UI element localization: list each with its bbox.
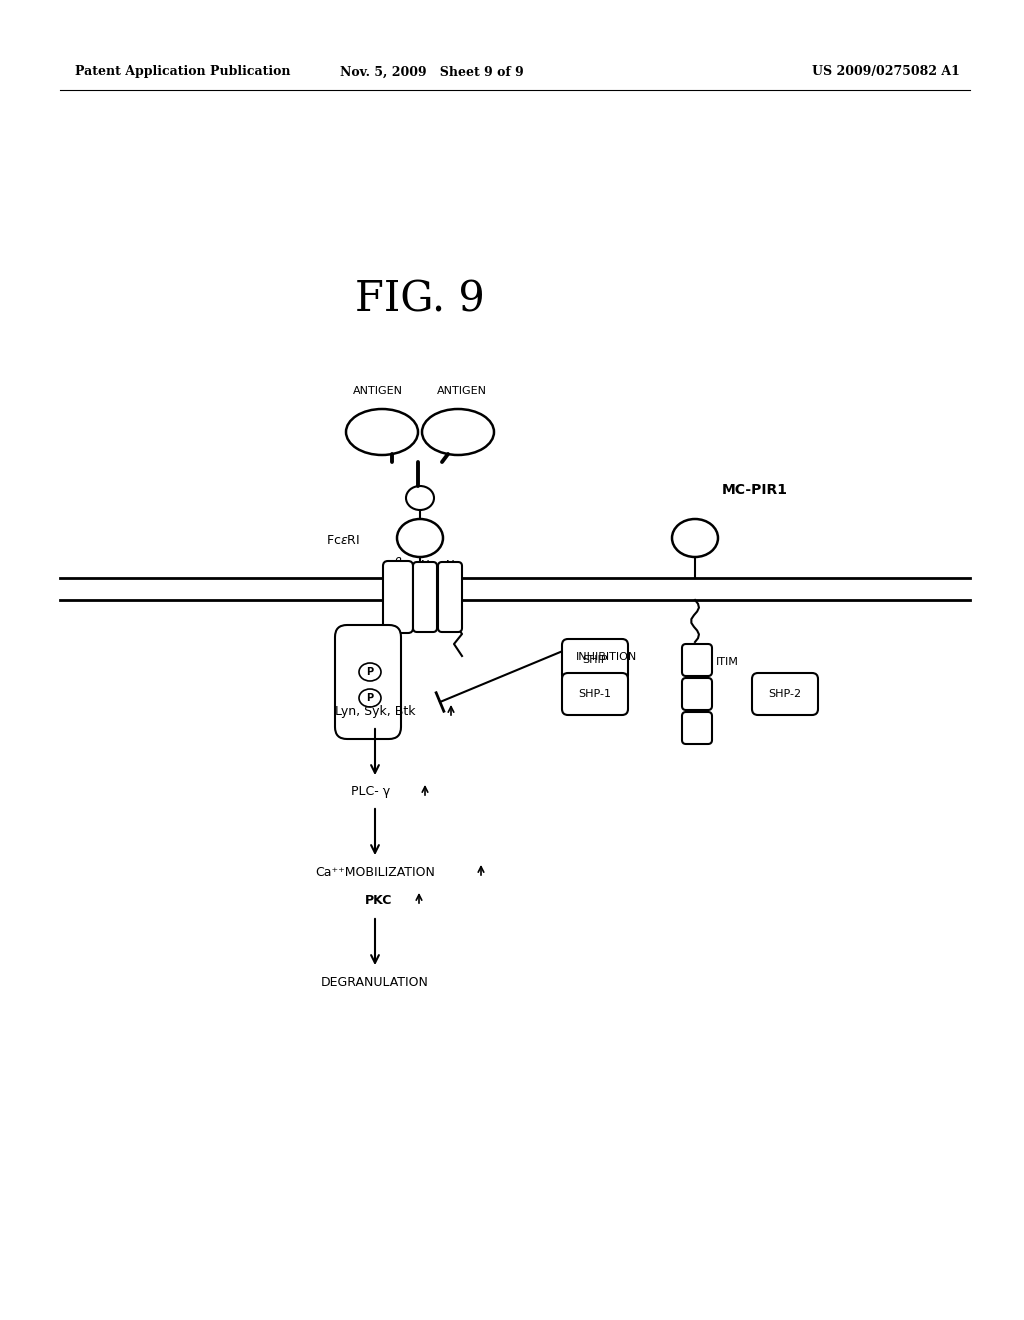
Text: ANTIGEN: ANTIGEN [437, 385, 487, 396]
FancyBboxPatch shape [682, 644, 712, 676]
Text: P: P [367, 693, 374, 704]
Text: Fc$\varepsilon$RI: Fc$\varepsilon$RI [326, 533, 360, 546]
FancyBboxPatch shape [682, 678, 712, 710]
Text: US 2009/0275082 A1: US 2009/0275082 A1 [812, 66, 961, 78]
Text: Nov. 5, 2009   Sheet 9 of 9: Nov. 5, 2009 Sheet 9 of 9 [340, 66, 524, 78]
Text: SHP-2: SHP-2 [768, 689, 802, 700]
Text: $\gamma$: $\gamma$ [445, 558, 455, 572]
Text: Lyn, Syk, Btk: Lyn, Syk, Btk [335, 705, 416, 718]
Ellipse shape [359, 663, 381, 681]
Text: FIG. 9: FIG. 9 [355, 279, 485, 321]
FancyBboxPatch shape [335, 624, 401, 739]
Text: SHP-1: SHP-1 [579, 689, 611, 700]
Text: Ca⁺⁺MOBILIZATION: Ca⁺⁺MOBILIZATION [315, 866, 435, 879]
FancyBboxPatch shape [383, 561, 413, 634]
Text: $\beta$: $\beta$ [393, 554, 402, 572]
Text: PLC- γ: PLC- γ [351, 785, 390, 799]
Text: INHIBITION: INHIBITION [575, 652, 637, 663]
Text: MC-PIR1: MC-PIR1 [722, 483, 788, 498]
Ellipse shape [406, 486, 434, 510]
Text: ANTIGEN: ANTIGEN [353, 385, 403, 396]
Ellipse shape [672, 519, 718, 557]
FancyBboxPatch shape [413, 562, 437, 632]
Text: PKC: PKC [366, 894, 392, 907]
FancyBboxPatch shape [682, 711, 712, 744]
FancyBboxPatch shape [562, 639, 628, 681]
FancyBboxPatch shape [438, 562, 462, 632]
Text: Patent Application Publication: Patent Application Publication [75, 66, 291, 78]
Text: ITIM: ITIM [716, 657, 739, 667]
Ellipse shape [346, 409, 418, 455]
Ellipse shape [422, 409, 494, 455]
Ellipse shape [359, 689, 381, 708]
Text: SHIP: SHIP [583, 655, 608, 665]
FancyBboxPatch shape [752, 673, 818, 715]
Text: $\gamma$: $\gamma$ [420, 558, 430, 572]
FancyBboxPatch shape [562, 673, 628, 715]
Ellipse shape [397, 519, 443, 557]
Text: P: P [367, 667, 374, 677]
Text: DEGRANULATION: DEGRANULATION [322, 975, 429, 989]
